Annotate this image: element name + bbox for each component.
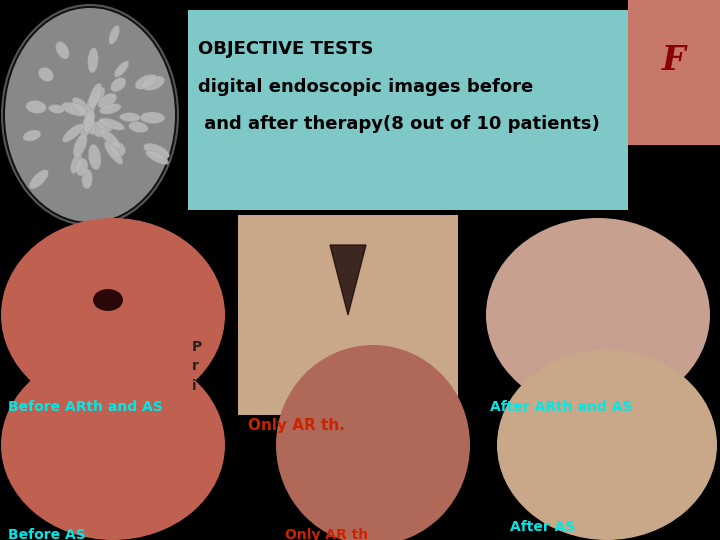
Ellipse shape [5,8,175,222]
Ellipse shape [93,87,105,104]
Bar [628,0,720,145]
Ellipse shape [1,350,225,540]
Text: P
r
i: P r i [192,340,202,393]
Ellipse shape [93,289,123,311]
Ellipse shape [99,129,120,148]
Bar [0,330,228,540]
Ellipse shape [99,118,125,130]
Text: After AS: After AS [510,520,575,534]
Ellipse shape [86,95,96,116]
Ellipse shape [96,120,112,132]
Ellipse shape [276,345,470,540]
Ellipse shape [486,218,710,412]
Ellipse shape [129,122,148,133]
Ellipse shape [38,68,53,82]
Text: digital endoscopic images before: digital endoscopic images before [198,78,534,96]
Ellipse shape [55,42,69,59]
Ellipse shape [26,100,46,113]
Polygon shape [330,245,366,315]
Text: OBJECTIVE TESTS: OBJECTIVE TESTS [198,40,374,58]
Ellipse shape [2,5,178,225]
Ellipse shape [73,134,87,157]
Ellipse shape [91,122,104,137]
Bar [0,215,228,410]
Ellipse shape [75,104,95,118]
Ellipse shape [99,104,121,114]
Ellipse shape [81,114,93,138]
Bar [188,10,628,210]
Ellipse shape [30,170,48,189]
Bar [238,215,458,415]
Bar [270,350,480,540]
Ellipse shape [114,61,129,77]
Text: F: F [662,44,686,77]
Text: Only AR th.: Only AR th. [248,418,345,433]
Ellipse shape [88,48,98,73]
Text: After ARth and AS: After ARth and AS [490,400,632,414]
Ellipse shape [143,143,169,159]
Ellipse shape [89,83,102,109]
Ellipse shape [63,124,84,142]
Ellipse shape [135,75,157,89]
Ellipse shape [120,113,140,122]
Ellipse shape [89,144,101,170]
Ellipse shape [1,218,225,412]
Ellipse shape [61,102,88,116]
Bar [490,340,720,540]
Ellipse shape [76,158,88,176]
Text: and after therapy(8 out of 10 patients): and after therapy(8 out of 10 patients) [198,115,600,133]
Ellipse shape [145,151,168,165]
Ellipse shape [109,25,120,44]
Ellipse shape [86,115,96,134]
Ellipse shape [84,110,94,133]
Ellipse shape [104,141,123,164]
Text: Only AR th: Only AR th [285,528,368,540]
Ellipse shape [111,141,125,156]
Text: Before ARth and AS: Before ARth and AS [8,400,163,414]
Ellipse shape [82,169,92,189]
Ellipse shape [72,97,89,112]
Ellipse shape [48,105,65,113]
Ellipse shape [497,350,717,540]
Ellipse shape [140,112,165,124]
Ellipse shape [143,76,165,91]
Ellipse shape [71,153,82,173]
Ellipse shape [111,78,126,92]
Bar [482,215,720,410]
Ellipse shape [23,130,41,141]
Text: Before AS: Before AS [8,528,86,540]
Ellipse shape [98,93,117,109]
